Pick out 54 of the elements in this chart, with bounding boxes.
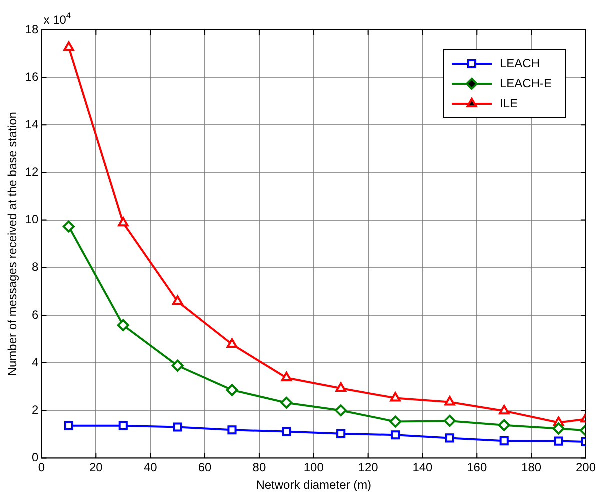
x-tick-label: 40	[144, 460, 158, 475]
point	[445, 434, 454, 443]
x-tick-label: 80	[252, 460, 266, 475]
y-tick-label: 18	[25, 22, 40, 36]
point	[335, 404, 348, 417]
point	[62, 220, 75, 233]
point	[498, 419, 510, 432]
point	[226, 384, 238, 396]
point	[282, 427, 292, 436]
point	[228, 426, 237, 435]
x-tick-label: 180	[522, 460, 542, 475]
x-tick-label: 140	[412, 460, 434, 475]
point	[280, 397, 293, 410]
point	[390, 430, 400, 440]
point	[336, 382, 346, 392]
y-tick-label: 10	[25, 212, 40, 227]
legend-label: ILE	[500, 96, 518, 110]
point	[64, 421, 74, 430]
legend-label: LEACH	[500, 56, 540, 70]
y-tick-label: 4	[32, 355, 40, 370]
x-axis-title: Network diameter (m)	[256, 478, 372, 492]
x-tick-label: 200	[576, 460, 596, 475]
point	[554, 436, 564, 446]
point	[172, 360, 184, 372]
point	[173, 422, 182, 432]
y-tick-label: 16	[25, 70, 40, 84]
point	[444, 396, 456, 406]
x-tick-label: 20	[89, 460, 104, 475]
point	[64, 42, 74, 52]
point	[500, 436, 509, 446]
point	[226, 338, 238, 348]
point	[390, 392, 401, 402]
y-tick-label: 0	[32, 450, 40, 465]
point	[444, 415, 456, 428]
legend-label: LEACH-E	[500, 76, 552, 90]
y-axis-title: Number of messages received at the base station	[6, 112, 20, 376]
point	[118, 421, 128, 430]
y-tick-label: 6	[32, 308, 40, 322]
y-tick-label: 8	[32, 260, 40, 274]
point	[281, 372, 292, 382]
point	[336, 429, 346, 438]
point	[117, 319, 130, 332]
y-tick-label: 14	[25, 117, 40, 132]
x-tick-label: 120	[358, 460, 379, 475]
point	[552, 422, 565, 435]
point	[390, 416, 402, 428]
x-tick-label: 60	[198, 460, 212, 475]
y-tick-label: 12	[25, 165, 40, 180]
point	[118, 217, 129, 227]
point	[499, 405, 510, 415]
y-tick-label: 2	[32, 402, 40, 417]
x-tick-label: 160	[467, 460, 488, 475]
point	[172, 296, 184, 306]
x-tick-label: 100	[304, 460, 324, 475]
